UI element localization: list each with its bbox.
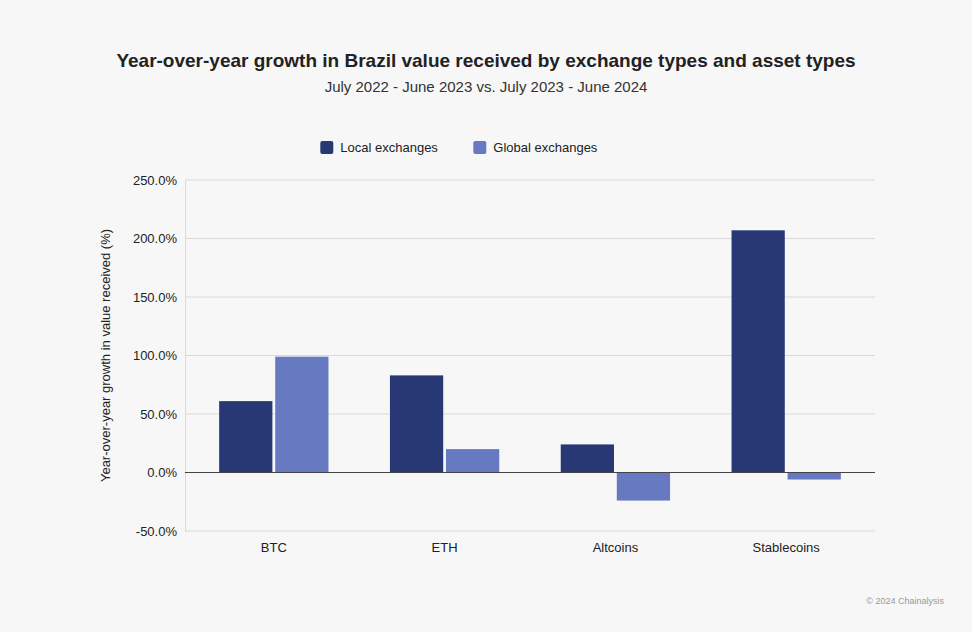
- x-tick-label: ETH: [432, 540, 458, 555]
- y-tick-label: 100.0%: [133, 348, 178, 363]
- bar: [275, 357, 328, 473]
- grid: [185, 180, 875, 531]
- bar: [732, 230, 785, 472]
- background: [0, 0, 972, 632]
- y-tick-label: 0.0%: [147, 465, 177, 480]
- y-tick: 200.0%: [133, 231, 185, 246]
- y-axis-line: [185, 181, 186, 532]
- y-axis: -50.0% 0.0% 50.0% 100.0% 150.0% 200.0% 250.0%: [133, 173, 186, 539]
- x-tick-label: Stablecoins: [753, 540, 821, 555]
- x-tick-label: BTC: [261, 540, 287, 555]
- y-tick: 150.0%: [133, 290, 185, 305]
- bar: [617, 473, 670, 501]
- legend: Local exchanges Global exchanges: [320, 140, 598, 155]
- bars: [219, 230, 841, 500]
- bar: [561, 444, 614, 472]
- y-axis-title: Year-over-year growth in value received …: [98, 229, 113, 482]
- legend-swatch: [473, 141, 486, 154]
- bar: [390, 375, 443, 472]
- legend-label: Global exchanges: [493, 140, 598, 155]
- credit: © 2024 Chainalysis: [866, 596, 944, 606]
- y-tick-label: 150.0%: [133, 290, 178, 305]
- chart: Year-over-year growth in Brazil value re…: [0, 0, 972, 632]
- y-tick: 100.0%: [133, 348, 185, 363]
- x-tick: Stablecoins: [753, 531, 821, 555]
- y-tick-label: 50.0%: [140, 407, 177, 422]
- y-tick: 50.0%: [140, 407, 185, 422]
- legend-swatch: [320, 141, 333, 154]
- y-tick: 0.0%: [147, 465, 185, 480]
- legend-item: Global exchanges: [473, 140, 598, 155]
- grid-line: [185, 472, 875, 473]
- x-tick: ETH: [432, 531, 458, 555]
- subtitle: July 2022 - June 2023 vs. July 2023 - Ju…: [325, 78, 648, 95]
- legend-label: Local exchanges: [340, 140, 438, 155]
- x-tick: Altcoins: [593, 531, 639, 555]
- title: Year-over-year growth in Brazil value re…: [116, 50, 855, 71]
- zero-line: [185, 472, 875, 473]
- y-tick-label: -50.0%: [136, 524, 178, 539]
- bar: [446, 449, 499, 472]
- x-axis: BTC ETH Altcoins Stablecoins: [261, 531, 820, 555]
- y-tick-label: 250.0%: [133, 173, 178, 188]
- x-tick: BTC: [261, 531, 287, 555]
- x-tick-label: Altcoins: [593, 540, 639, 555]
- grid-line: [185, 531, 875, 532]
- y-tick: 250.0%: [133, 173, 185, 188]
- y-tick-label: 200.0%: [133, 231, 178, 246]
- legend-item: Local exchanges: [320, 140, 438, 155]
- grid-line: [185, 180, 875, 181]
- bar: [788, 473, 841, 480]
- y-tick: -50.0%: [136, 524, 185, 539]
- bar: [219, 401, 272, 472]
